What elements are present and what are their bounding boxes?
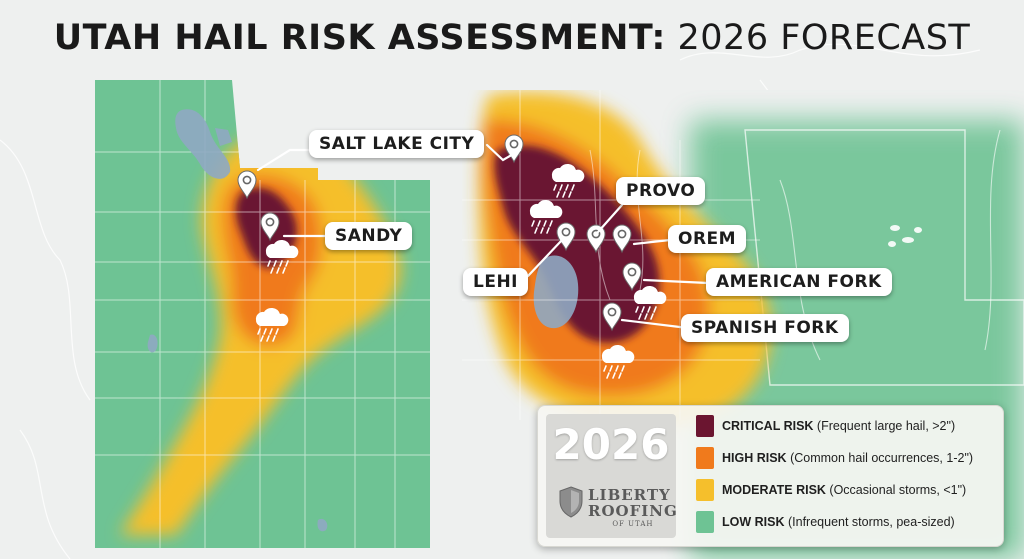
city-label-sandy[interactable]: SANDY (325, 222, 413, 250)
legend-swatch (696, 479, 714, 501)
callout-lines (256, 143, 710, 330)
legend-desc: (Occasional storms, <1") (829, 483, 967, 497)
legend-branding: 2026 LIBERTY ROOFING OF UTAH (546, 414, 678, 538)
legend-name: CRITICAL RISK (722, 419, 814, 433)
legend-item-low: LOW RISK (Infrequent storms, pea-sized) (696, 511, 996, 533)
legend-year: 2026 (552, 420, 670, 469)
legend-name: MODERATE RISK (722, 483, 826, 497)
legend-name: LOW RISK (722, 515, 785, 529)
city-label-lehi[interactable]: LEHI (463, 268, 528, 296)
city-label-spanish-fork[interactable]: SPANISH FORK (681, 314, 849, 342)
brand-line-2: ROOFING (588, 502, 678, 520)
legend-swatch (696, 511, 714, 533)
legend-item-critical: CRITICAL RISK (Frequent large hail, >2") (696, 415, 996, 437)
city-label-salt-lake-city[interactable]: SALT LAKE CITY (309, 130, 485, 158)
legend-desc: (Common hail occurrences, 1-2") (790, 451, 974, 465)
legend-swatch (696, 415, 714, 437)
legend-item-high: HIGH RISK (Common hail occurrences, 1-2"… (696, 447, 996, 469)
brand-name: LIBERTY ROOFING OF UTAH (588, 488, 678, 528)
legend-name: HIGH RISK (722, 451, 787, 465)
title-light: 2026 FORECAST (677, 18, 971, 58)
legend-items: CRITICAL RISK (Frequent large hail, >2")… (696, 415, 996, 543)
city-label-provo[interactable]: PROVO (616, 177, 706, 205)
city-label-orem[interactable]: OREM (668, 225, 747, 253)
legend-swatch (696, 447, 714, 469)
brand-line-1: LIBERTY (588, 486, 671, 504)
title-bold: UTAH HAIL RISK ASSESSMENT: (53, 18, 666, 58)
shield-logo-icon (559, 486, 583, 518)
map-legend: 2026 LIBERTY ROOFING OF UTAH CRITICAL RI… (537, 405, 1004, 547)
city-label-american-fork[interactable]: AMERICAN FORK (706, 268, 892, 296)
brand-line-3: OF UTAH (612, 520, 654, 528)
legend-item-moderate: MODERATE RISK (Occasional storms, <1") (696, 479, 996, 501)
legend-desc: (Infrequent storms, pea-sized) (787, 515, 955, 529)
page-title: UTAH HAIL RISK ASSESSMENT: 2026 FORECAST (0, 18, 1024, 58)
legend-desc: (Frequent large hail, >2") (816, 419, 956, 433)
